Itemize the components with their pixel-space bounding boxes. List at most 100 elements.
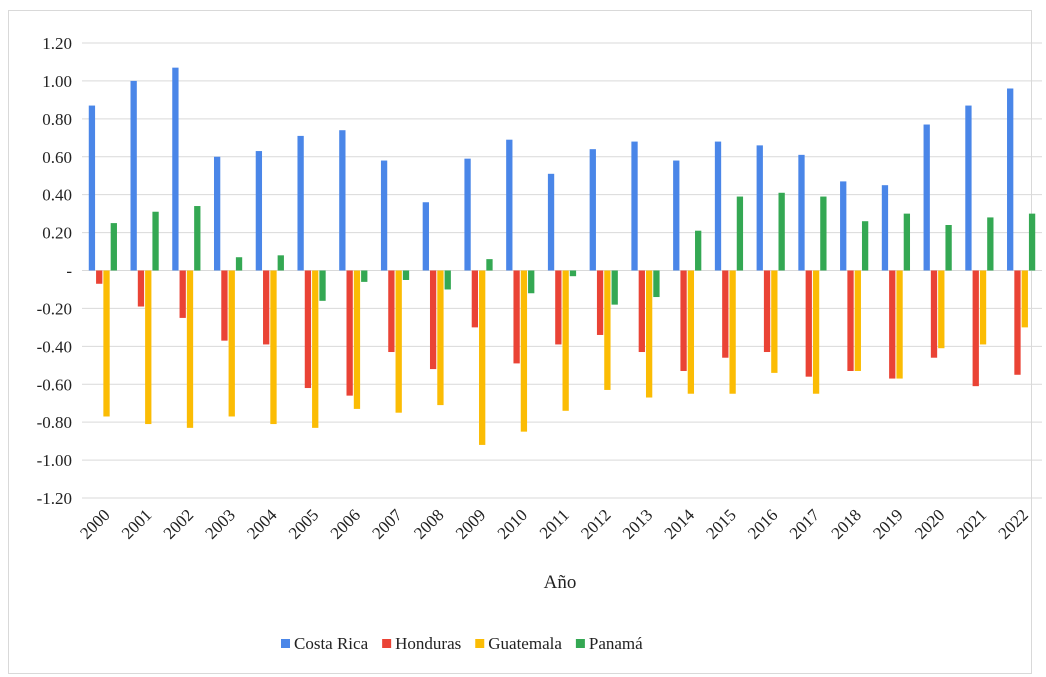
x-tick-label: 2007 [368,505,406,543]
bar-honduras-2015 [722,270,729,358]
x-tick-label: 2014 [661,505,699,543]
bar-panama-2009 [486,259,493,271]
bar-honduras-2019 [889,270,896,379]
legend-swatch [382,639,392,648]
x-tick-label: 2016 [744,505,781,542]
bar-honduras-2012 [596,270,604,335]
bar-panama-2003 [235,257,243,271]
x-tick-label: 2005 [285,505,322,542]
bar-honduras-2010 [513,270,520,364]
bar-honduras-2017 [805,270,812,377]
x-tick-label: 2004 [243,505,281,543]
chart-frame [8,10,1032,674]
bar-honduras-2020 [930,270,938,358]
bar-guatemala-2021 [979,270,987,345]
bar-panama-2013 [653,270,660,298]
bar-guatemala-2006 [353,270,361,409]
bar-costa-rica-2012 [589,149,596,271]
bar-guatemala-2010 [520,270,528,432]
bar-costa-rica-2008 [422,202,429,271]
bar-guatemala-2003 [228,270,235,417]
x-tick-label: 2018 [828,505,865,542]
x-axis-title: Año [544,572,577,593]
y-tick-label: 0.60 [42,148,72,167]
bar-honduras-2022 [1014,270,1021,375]
bar-panama-2018 [861,221,869,271]
bar-guatemala-2016 [771,270,778,373]
bar-guatemala-2007 [395,270,402,413]
x-tick-label: 2020 [911,505,948,542]
bar-honduras-2009 [471,270,479,328]
bar-costa-rica-2020 [923,124,930,271]
bar-panama-2020 [945,225,952,271]
y-tick-label: -0.80 [37,413,72,432]
x-tick-label: 2009 [452,505,489,542]
bar-costa-rica-2015 [714,141,722,271]
y-tick-label: 0.40 [42,186,72,205]
bar-costa-rica-2004 [255,151,263,271]
bar-honduras-2007 [388,270,395,353]
y-tick-label: -0.20 [37,299,72,318]
bar-honduras-2002 [179,270,186,318]
bar-costa-rica-2011 [547,173,555,271]
y-tick-label: -0.60 [37,375,72,394]
bar-honduras-2000 [96,270,103,284]
bar-panama-2019 [903,213,911,271]
bar-panama-2012 [611,270,618,305]
bar-costa-rica-2013 [631,141,638,271]
bar-panama-2002 [194,206,201,271]
bar-honduras-2005 [304,270,312,389]
bar-panama-2004 [277,255,284,271]
bar-costa-rica-2003 [213,156,221,271]
bar-honduras-2016 [763,270,771,353]
bar-guatemala-2002 [186,270,194,428]
bar-honduras-2018 [847,270,854,371]
bar-costa-rica-2001 [130,80,137,271]
bar-panama-2011 [569,270,577,277]
x-tick-label: 2000 [76,505,113,542]
bar-costa-rica-2007 [380,160,388,271]
bar-guatemala-2013 [645,270,653,398]
bar-panama-2016 [778,192,785,271]
bar-panama-2021 [987,217,994,271]
bar-honduras-2011 [555,270,562,345]
bar-guatemala-2011 [562,270,569,411]
bar-panama-2014 [695,230,702,271]
x-axis-tick-labels: 2000 2001 2002 2003 2004 2005 2006 2007 2008 2009… [76,505,1032,543]
y-tick-label: - [66,262,72,281]
bar-honduras-2008 [429,270,437,370]
legend-swatch [475,639,485,648]
bar-costa-rica-2006 [339,130,346,271]
bar-honduras-2014 [680,270,687,371]
bar-costa-rica-2017 [798,154,805,271]
legend-label: Panamá [589,634,643,653]
bar-honduras-2013 [638,270,645,353]
x-tick-label: 2019 [869,505,906,542]
y-tick-label: 1.00 [42,72,72,91]
bar-costa-rica-2018 [840,181,847,271]
bar-guatemala-2004 [270,270,277,425]
bar-honduras-2003 [221,270,228,341]
y-tick-label: 1.20 [42,34,72,53]
bar-honduras-2021 [972,270,979,387]
x-tick-label: 2001 [118,505,155,542]
bar-panama-2000 [110,223,117,271]
x-tick-label: 2003 [201,505,238,542]
bars [88,67,1036,445]
legend: Costa Rica Honduras Guatemala Panamá [281,634,643,653]
bar-panama-2006 [361,270,368,282]
bar-panama-2001 [152,211,159,271]
bar-panama-2008 [444,270,451,290]
bar-costa-rica-2021 [965,105,972,271]
x-tick-label: 2006 [327,505,364,542]
bar-costa-rica-2014 [673,160,680,271]
x-tick-label: 2021 [953,505,990,542]
legend-label: Costa Rica [294,634,369,653]
bar-panama-2007 [402,270,410,280]
bar-costa-rica-2005 [297,135,304,271]
legend-swatch [281,639,290,648]
bar-guatemala-2019 [896,270,903,379]
bar-guatemala-2000 [103,270,110,417]
x-tick-label: 2010 [494,505,531,542]
